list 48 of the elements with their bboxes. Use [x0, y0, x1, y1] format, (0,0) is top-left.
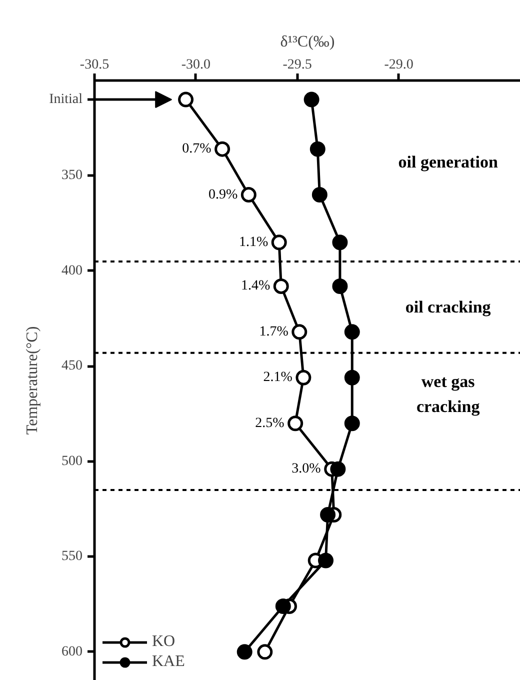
point: [292, 324, 308, 340]
x-tick-label: -30.0: [181, 58, 211, 72]
x-axis-title: δ¹³C(‰): [280, 34, 335, 50]
x-tick-label: -30.5: [80, 58, 110, 72]
point: [271, 234, 287, 250]
y-tick-label: 600: [62, 644, 82, 660]
point: [332, 278, 348, 294]
point: [257, 644, 273, 660]
point: [330, 461, 346, 477]
y-tick-label: 400: [62, 263, 82, 278]
x-tick-label: -29.5: [282, 58, 312, 72]
point: [304, 92, 320, 108]
y-tick-label: Initial: [49, 92, 83, 108]
point: [288, 416, 304, 432]
point: [310, 141, 326, 157]
point: [320, 507, 336, 523]
legend-label: KO: [152, 633, 176, 651]
point: [296, 370, 312, 386]
point: [240, 187, 256, 203]
x-tick-label: -29.0: [384, 58, 414, 72]
point: [344, 324, 360, 340]
annotation: 3.0%: [292, 462, 322, 477]
annotation: oil cracking: [405, 298, 492, 317]
y-tick-label: 450: [62, 358, 82, 374]
point: [312, 187, 328, 203]
annotation: 0.7%: [182, 142, 212, 157]
legend-label: KAE: [152, 653, 185, 671]
point: [178, 92, 194, 108]
annotation: wet gas cracking: [416, 372, 480, 416]
annotation: 1.1%: [238, 234, 268, 250]
annotation: oil generation: [398, 152, 498, 172]
point: [344, 416, 360, 432]
point: [236, 644, 252, 660]
y-tick-label: 500: [62, 454, 82, 469]
annotation: 2.5%: [255, 416, 285, 431]
point: [344, 370, 360, 386]
annotation: 1.7%: [259, 324, 289, 340]
annotation: 1.4%: [240, 278, 270, 294]
y-tick-label: 350: [62, 168, 82, 184]
point: [332, 234, 348, 250]
point: [273, 278, 289, 294]
annotation: 2.1%: [263, 370, 293, 386]
y-tick-label: 550: [62, 549, 82, 564]
annotation: 0.9%: [208, 187, 238, 202]
y-axis-title: Temperature(°C): [24, 326, 42, 435]
point: [275, 598, 291, 614]
point: [318, 552, 334, 568]
point: [214, 141, 230, 157]
